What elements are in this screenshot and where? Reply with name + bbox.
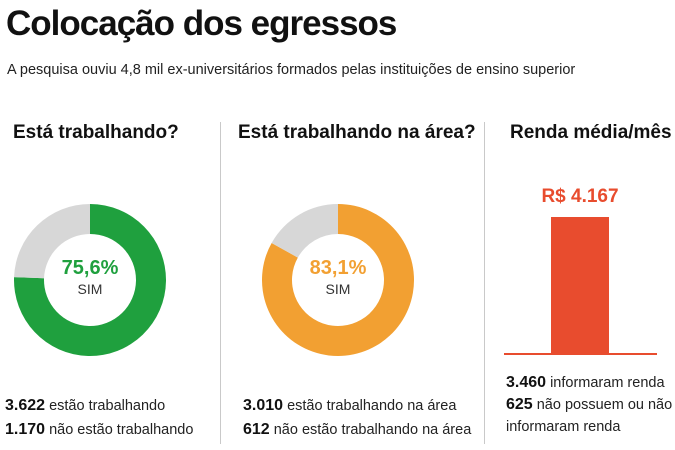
income-informed-number: 3.460 bbox=[506, 374, 547, 391]
area-no-text: não estão trabalhando na área bbox=[273, 422, 472, 438]
income-not-informed-number: 625 bbox=[506, 396, 533, 413]
area-chart-title: Está trabalhando na área? bbox=[238, 122, 476, 143]
area-stat-yes: 3.010 estão trabalhando na área bbox=[243, 394, 471, 418]
column-divider-2 bbox=[484, 122, 485, 444]
area-stat-no: 612 não estão trabalhando na área bbox=[243, 418, 471, 442]
area-stats: 3.010 estão trabalhando na área 612 não … bbox=[243, 394, 471, 442]
page-subtitle: A pesquisa ouviu 4,8 mil ex-universitári… bbox=[7, 62, 576, 78]
income-stat-not-informed: 625 não possuem ou não informaram renda bbox=[506, 394, 672, 438]
income-bar-svg: R$ 4.167 bbox=[504, 186, 657, 355]
income-stat-informed: 3.460 informaram renda bbox=[506, 372, 672, 394]
area-slice-nao bbox=[271, 204, 338, 258]
income-not-informed-text: não possuem ou não bbox=[536, 397, 673, 413]
working-no-text: não estão trabalhando bbox=[49, 422, 194, 438]
working-donut-chart: 75,6% SIM bbox=[14, 188, 166, 372]
working-percentage-label: 75,6% bbox=[62, 257, 119, 279]
area-slice-sim bbox=[262, 204, 414, 356]
area-yes-text: estão trabalhando na área bbox=[287, 398, 457, 414]
working-slice-nao bbox=[14, 204, 90, 279]
working-chart-title: Está trabalhando? bbox=[13, 122, 179, 143]
working-slice-sim bbox=[14, 204, 166, 356]
area-percentage-label: 83,1% bbox=[310, 257, 367, 279]
income-chart-title: Renda média/mês bbox=[510, 122, 672, 143]
area-no-number: 612 bbox=[243, 421, 270, 438]
income-value-label: R$ 4.167 bbox=[541, 186, 618, 207]
income-informed-text: informaram renda bbox=[550, 375, 665, 391]
working-sim-label: SIM bbox=[78, 281, 103, 297]
working-yes-number: 3.622 bbox=[5, 397, 46, 414]
area-donut-svg: 83,1% SIM bbox=[262, 204, 414, 356]
area-yes-number: 3.010 bbox=[243, 397, 284, 414]
working-yes-text: estão trabalhando bbox=[49, 398, 166, 414]
column-divider-1 bbox=[220, 122, 221, 444]
area-donut-chart: 83,1% SIM bbox=[262, 188, 414, 372]
working-donut-svg: 75,6% SIM bbox=[14, 204, 166, 356]
income-not-informed-text-2: informaram renda bbox=[506, 419, 621, 435]
page-title: Colocação dos egressos bbox=[6, 4, 397, 43]
working-no-number: 1.170 bbox=[5, 421, 46, 438]
income-stats: 3.460 informaram renda 625 não possuem o… bbox=[506, 372, 672, 438]
working-stat-yes: 3.622 estão trabalhando bbox=[5, 394, 193, 418]
income-bar-chart: R$ 4.167 bbox=[500, 178, 660, 364]
income-bar bbox=[551, 217, 609, 354]
working-stats: 3.622 estão trabalhando 1.170 não estão … bbox=[5, 394, 193, 442]
working-stat-no: 1.170 não estão trabalhando bbox=[5, 418, 193, 442]
area-sim-label: SIM bbox=[326, 281, 351, 297]
